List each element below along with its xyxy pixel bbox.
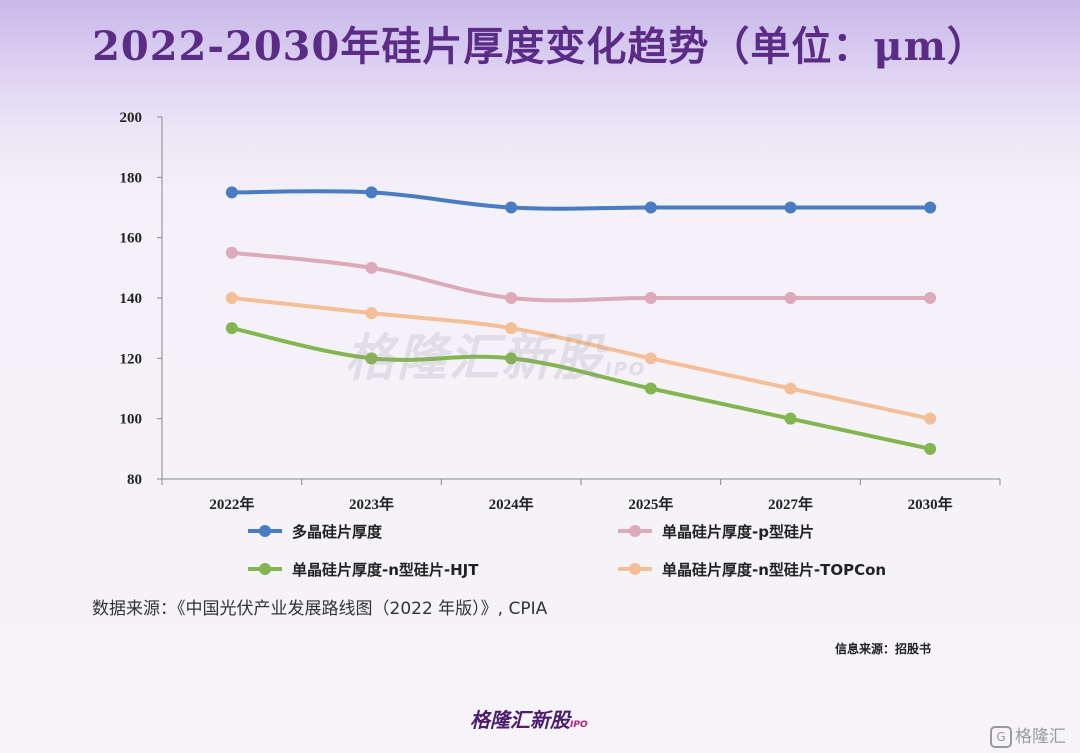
legend-swatch-marker <box>259 525 271 537</box>
legend-item: 多晶硅片厚度 <box>248 523 383 541</box>
data-point <box>784 382 797 395</box>
y-tick-label: 80 <box>127 472 142 488</box>
data-point <box>644 352 657 365</box>
legend-item: 单晶硅片厚度-p型硅片 <box>618 523 814 541</box>
data-point <box>924 201 937 214</box>
data-point <box>644 382 657 395</box>
info-source: 信息来源：招股书 <box>835 642 932 656</box>
legend-label: 单晶硅片厚度-n型硅片-TOPCon <box>662 561 886 579</box>
data-point <box>924 292 937 304</box>
y-tick-label: 120 <box>120 351 143 367</box>
series-line <box>229 326 933 451</box>
data-point <box>924 442 937 455</box>
y-tick-label: 100 <box>120 412 143 428</box>
data-point <box>505 201 518 214</box>
data-point <box>505 292 518 304</box>
x-tick-label: 2022年 <box>209 495 254 513</box>
data-point <box>225 322 238 335</box>
data-point <box>784 412 797 425</box>
legend-swatch-marker <box>259 563 271 575</box>
watermark: 格隆汇新股IPO <box>345 329 647 387</box>
series-line <box>229 189 933 211</box>
legend-item: 单晶硅片厚度-n型硅片-TOPCon <box>618 561 886 579</box>
y-tick-label: 180 <box>120 170 143 186</box>
y-axis-ticks: 80 100 120 140 160 180 200 <box>120 110 162 488</box>
chart-series <box>225 186 937 455</box>
data-point <box>505 322 518 335</box>
data-point <box>365 307 378 320</box>
series-2 <box>225 322 937 455</box>
x-axis-ticks: 2022年 2023年 2024年 2025年 2027年 2030年 <box>161 479 1001 513</box>
x-tick-label: 2024年 <box>489 495 534 513</box>
watermark-ipo: IPO <box>605 359 647 380</box>
legend-swatch-marker <box>629 563 641 575</box>
data-point <box>644 201 657 214</box>
legend-item: 单晶硅片厚度-n型硅片-HJT <box>248 561 479 579</box>
data-point <box>784 201 797 214</box>
corner-logo-icon: G <box>990 726 1012 748</box>
data-point <box>225 246 238 259</box>
data-point <box>505 352 518 365</box>
data-point <box>644 292 657 304</box>
legend-label: 多晶硅片厚度 <box>292 523 383 541</box>
data-point <box>225 292 238 304</box>
x-tick-label: 2023年 <box>349 495 394 513</box>
data-point <box>365 352 378 365</box>
brand-logo: 格隆汇新股IPO <box>470 708 588 732</box>
brand-ipo: IPO <box>570 720 588 730</box>
data-source-note: 数据来源：《中国光伏产业发展路线图（2022 年版）》, CPIA <box>92 599 548 619</box>
legend-swatch-marker <box>629 525 641 537</box>
series-0 <box>225 186 937 214</box>
data-point <box>924 412 937 425</box>
page-title: 2022-2030年硅片厚度变化趋势（单位：μm） <box>92 23 988 70</box>
series-3 <box>225 292 937 425</box>
data-point <box>784 292 797 304</box>
y-tick-label: 140 <box>120 291 143 307</box>
data-point <box>365 261 378 274</box>
series-line <box>229 296 933 421</box>
corner-logo-text: 格隆汇 <box>1015 727 1066 747</box>
x-tick-label: 2027年 <box>768 495 813 513</box>
data-point <box>365 186 378 199</box>
data-point <box>225 186 238 199</box>
series-line <box>229 250 933 303</box>
legend-label: 单晶硅片厚度-n型硅片-HJT <box>292 561 479 579</box>
series-1 <box>225 246 937 304</box>
legend-label: 单晶硅片厚度-p型硅片 <box>662 523 814 541</box>
x-tick-label: 2025年 <box>628 495 673 513</box>
x-tick-label: 2030年 <box>908 495 953 513</box>
y-tick-label: 200 <box>120 110 143 126</box>
y-tick-label: 160 <box>120 231 143 247</box>
corner-logo: G 格隆汇 <box>990 722 1066 748</box>
